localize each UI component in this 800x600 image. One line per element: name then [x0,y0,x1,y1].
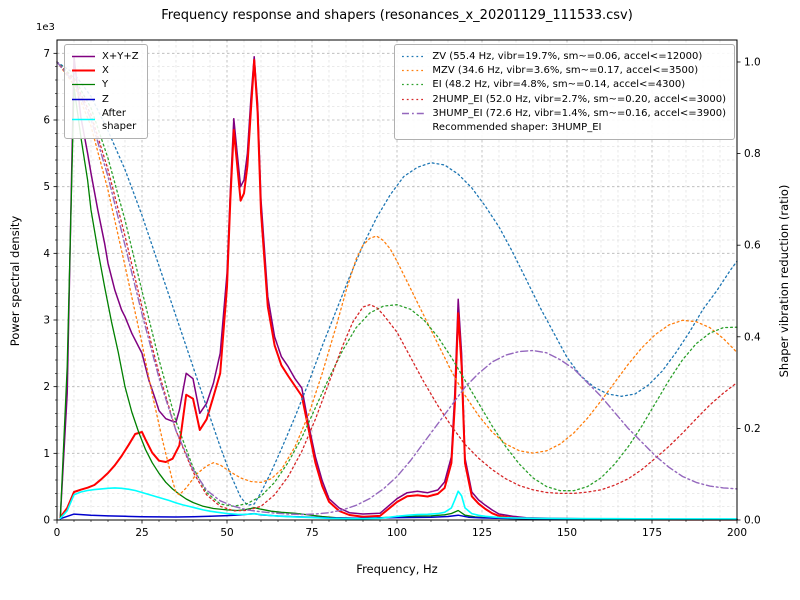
3hump-ei-line-swatch [402,112,426,115]
x-axis: 0 25 50 75 100 125 150 175 200 [54,520,747,539]
legend-label-3hump-ei: 3HUMP_EI (72.6 Hz, vibr=1.4%, sm~=0.16, … [432,107,726,119]
2hump-ei-line-swatch [402,98,426,100]
legend-label-x: X [102,65,109,77]
y-axis-right: 0.0 0.2 0.4 0.6 0.8 1.0 [737,56,761,527]
legend-item-ei: EI (48.2 Hz, vibr=4.8%, sm~=0.14, accel<… [401,78,726,91]
x-tick-label: 75 [305,527,318,539]
y-right-tick-label: 0.6 [744,240,761,252]
zv-line-swatch [402,55,426,58]
y-left-tick-label: 7 [43,48,50,60]
shaper-ei-curve [56,61,738,507]
x-axis-label: Frequency, Hz [356,562,438,576]
x-line-swatch [72,69,95,72]
chart-title: Frequency response and shapers (resonanc… [161,8,633,23]
y-left-tick-label: 3 [43,315,50,327]
legend-label-z: Z [102,93,109,105]
y-axis-left: 0 1 2 3 4 5 6 7 [43,48,57,527]
legend-item-z: Z [71,93,139,106]
y-left-tick-label: 2 [43,381,50,393]
legend-item-zv: ZV (55.4 Hz, vibr=19.7%, sm~=0.06, accel… [401,50,726,63]
legend-item-2hump-ei: 2HUMP_EI (52.0 Hz, vibr=2.7%, sm~=0.20, … [401,93,726,106]
legend-psd: X+Y+Z X Y Z After shaper [64,44,148,140]
y-left-tick-label: 4 [43,248,50,260]
legend-label-y: Y [102,79,109,91]
legend-item-after-shaper: After shaper [71,107,139,133]
legend-item-y: Y [71,78,139,91]
legend-shapers: ZV (55.4 Hz, vibr=19.7%, sm~=0.06, accel… [394,44,735,141]
y-right-tick-label: 1.0 [744,56,761,68]
shaper-zv-curve [56,61,738,506]
y-right-tick-label: 0.4 [744,331,761,343]
y-line-swatch [72,84,95,86]
x-tick-label: 125 [472,527,492,539]
legend-label-2hump-ei: 2HUMP_EI (52.0 Hz, vibr=2.7%, sm~=0.20, … [432,93,726,105]
y-left-tick-label: 0 [43,515,50,527]
legend-label-zv: ZV (55.4 Hz, vibr=19.7%, sm~=0.06, accel… [432,51,703,62]
z-line-swatch [72,98,95,100]
shaper-3hump-ei-curve [56,61,738,516]
y-axis-left-label: Power spectral density [8,215,22,347]
shaper-mzv-curve [56,61,738,496]
psd-x-curve [59,59,738,521]
y-left-tick-label: 5 [43,181,50,193]
x-tick-label: 50 [220,527,233,539]
legend-label-mzv: MZV (34.6 Hz, vibr=3.6%, sm~=0.17, accel… [432,65,699,77]
legend-label-xyz: X+Y+Z [102,51,139,62]
legend-item-xyz: X+Y+Z [71,50,139,63]
legend-item-recommended-shaper: Recommended shaper: 3HUMP_EI [401,121,726,134]
x-tick-label: 100 [387,527,407,539]
x-tick-label: 200 [727,527,747,539]
y-right-tick-label: 0.2 [744,423,761,435]
y-left-tick-label: 6 [43,115,50,127]
y-left-tick-label: 1 [43,448,50,460]
ei-line-swatch [402,84,426,86]
x-tick-label: 150 [557,527,577,539]
psd-y-curve [59,86,738,520]
legend-item-mzv: MZV (34.6 Hz, vibr=3.6%, sm~=0.17, accel… [401,64,726,77]
legend-label-after-shaper: After shaper [102,107,137,132]
x-tick-label: 0 [54,527,61,539]
legend-label-ei: EI (48.2 Hz, vibr=4.8%, sm~=0.14, accel<… [432,79,686,91]
legend-item-3hump-ei: 3HUMP_EI (72.6 Hz, vibr=1.4%, sm~=0.16, … [401,107,726,120]
y-axis-offset-label: 1e3 [36,22,55,33]
after-shaper-line-swatch [72,119,95,121]
x-tick-label: 175 [642,527,662,539]
legend-label-recommended-shaper: Recommended shaper: 3HUMP_EI [432,121,602,133]
recommended-shaper-line-swatch [401,122,426,133]
y-axis-right-label: Shaper vibration reduction (ratio) [777,184,791,378]
xyz-line-swatch [72,55,95,58]
mzv-line-swatch [402,70,426,72]
psd-after-shaper-curve [59,487,738,520]
y-right-tick-label: 0.8 [744,148,761,160]
y-right-tick-label: 0.0 [744,515,761,527]
x-tick-label: 25 [135,527,148,539]
legend-item-x: X [71,64,139,77]
